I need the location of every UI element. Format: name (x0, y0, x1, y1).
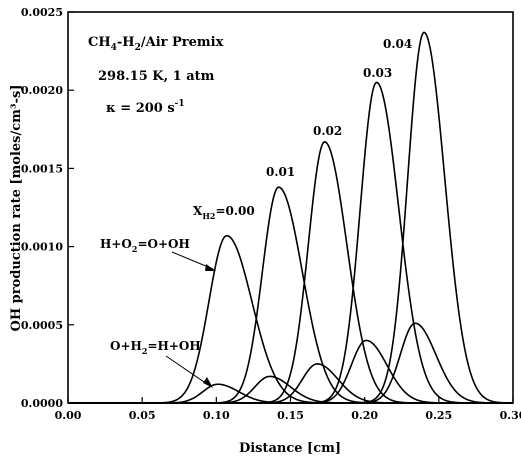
curve-o-h2-xh2-0.04 (68, 322, 513, 404)
x-tick-label: 0.20 (351, 409, 378, 422)
y-tick-label: 0.0020 (21, 84, 63, 97)
y-tick-label: 0.0005 (21, 319, 63, 332)
series-label-1: 0.01 (266, 165, 295, 179)
x-tick-label: 0.00 (55, 409, 82, 422)
curve-h-o2-xh2-0.03 (68, 81, 513, 404)
annotation-strain-rate: κ = 200 s-1 (106, 99, 185, 116)
leader-arrow-h-o2 (205, 264, 216, 271)
x-tick-label: 0.30 (500, 409, 521, 422)
reaction-label-o-h2: O+H2=H+OH (110, 339, 201, 356)
x-tick-label: 0.05 (129, 409, 156, 422)
annotation-conditions: 298.15 K, 1 atm (98, 69, 215, 84)
x-tick-label: 0.15 (277, 409, 304, 422)
x-tick-label: 0.10 (203, 409, 230, 422)
x-tick-label: 0.25 (425, 409, 452, 422)
axis-ticks: 0.00 0.05 0.10 0.15 0.20 0.25 0.30 0.0000 0.0005… (21, 6, 521, 422)
y-tick-label: 0.0025 (21, 6, 63, 19)
leader-arrow-o-h2 (203, 377, 213, 388)
y-tick-label: 0.0000 (21, 397, 63, 410)
y-tick-label: 0.0010 (21, 241, 63, 254)
series-label-0: XH2=0.00 (193, 204, 255, 221)
annotation-mixture: CH4-H2/Air Premix (88, 35, 224, 53)
y-axis-label: OH production rate [moles/cm³-s] (9, 85, 24, 332)
series-label-2: 0.02 (313, 124, 342, 138)
y-tick-label: 0.0015 (21, 162, 63, 175)
curves (68, 31, 514, 404)
series-label-3: 0.03 (363, 66, 392, 80)
reaction-label-h-o2: H+O2=O+OH (100, 237, 190, 254)
series-label-4: 0.04 (383, 37, 412, 51)
curve-h-o2-xh2-0.02 (68, 141, 513, 404)
leader-line-o-h2 (165, 355, 211, 387)
x-axis-label: Distance [cm] (239, 441, 341, 456)
